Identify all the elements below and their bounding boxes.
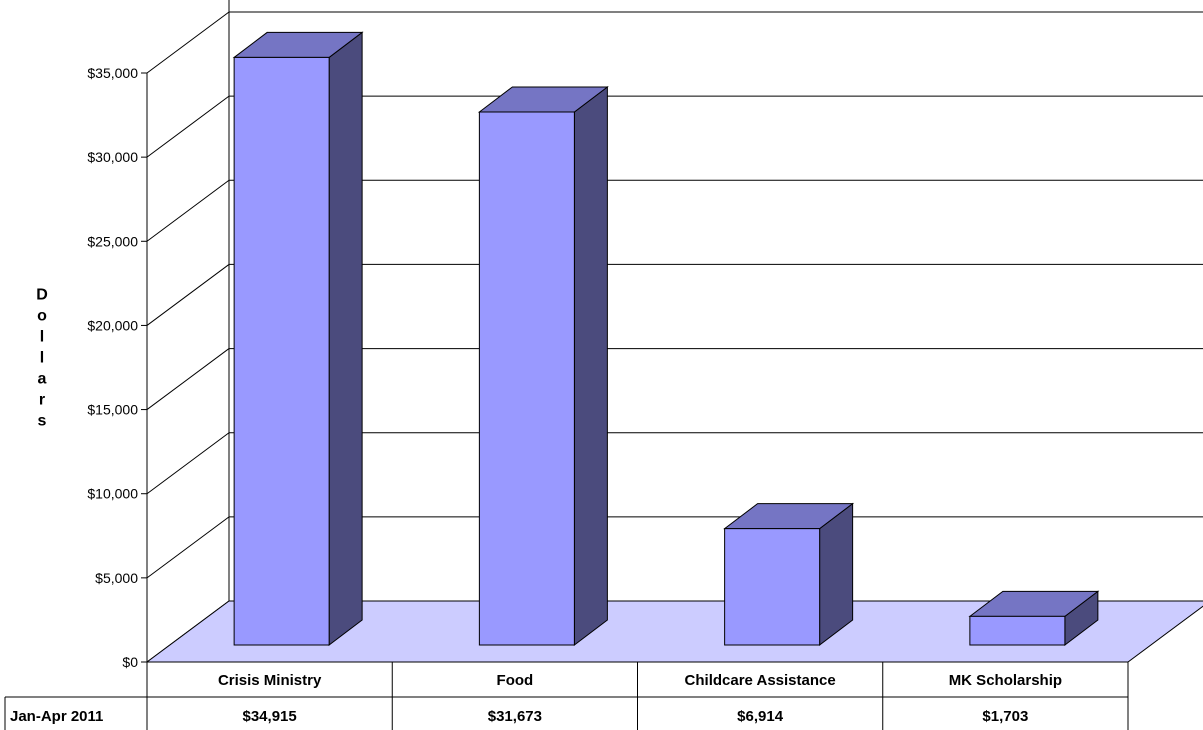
y-tick-label: $30,000 xyxy=(87,149,138,165)
chart-floor xyxy=(145,600,1203,663)
gridline-depth xyxy=(146,95,230,158)
y-axis-ticks: $0 $5,000 $10,000 $15,000 $20,000 $25,000 $30,… xyxy=(87,65,147,670)
gridline-depth xyxy=(146,516,230,579)
category-label: MK Scholarship xyxy=(949,672,1062,689)
data-label: $31,673 xyxy=(488,708,542,725)
gridline-depth xyxy=(146,179,230,242)
y-tick-label: $15,000 xyxy=(87,402,138,418)
bar-crisis-ministry xyxy=(232,31,364,647)
y-tick-label: $35,000 xyxy=(87,65,138,81)
data-label: $1,703 xyxy=(982,708,1028,725)
bar-childcare-assistance xyxy=(723,502,855,647)
y-tick-label: $25,000 xyxy=(87,233,138,249)
gridline-depth xyxy=(146,348,230,410)
bar-front xyxy=(233,56,330,646)
series-name: Jan-Apr 2011 xyxy=(10,708,103,725)
category-label: Crisis Ministry xyxy=(218,672,322,689)
bar-side xyxy=(328,31,363,647)
bar-front xyxy=(724,528,821,646)
bar-mk-scholarship xyxy=(968,590,1100,647)
data-table: Crisis Ministry Food Childcare Assistance M… xyxy=(4,662,1129,730)
data-label: $6,914 xyxy=(737,708,784,725)
bar-front xyxy=(478,111,575,646)
bar-side xyxy=(573,85,608,647)
data-label: $34,915 xyxy=(243,708,297,725)
y-tick-label: $0 xyxy=(122,654,138,670)
chart-walls xyxy=(146,0,1203,663)
gridline-depth xyxy=(146,11,230,74)
bar-food xyxy=(477,85,609,647)
category-label: Food xyxy=(497,672,534,689)
y-tick-label: $10,000 xyxy=(87,486,138,502)
floor-plane xyxy=(145,600,1203,663)
gridline-depth xyxy=(146,432,230,495)
y-tick-label: $5,000 xyxy=(95,570,138,586)
bars xyxy=(232,31,1100,647)
y-tick-label: $20,000 xyxy=(87,317,138,333)
category-label: Childcare Assistance xyxy=(685,672,836,689)
bar-front xyxy=(969,615,1066,646)
gridline-depth xyxy=(146,264,230,326)
